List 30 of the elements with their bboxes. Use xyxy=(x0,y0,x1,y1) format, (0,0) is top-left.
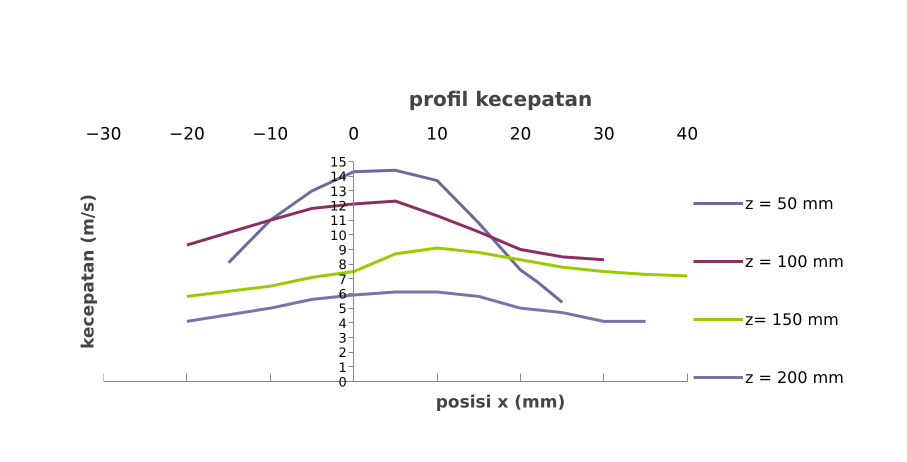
x-axis-title: posisi x (mm) xyxy=(436,392,566,412)
y-tick-label: 3 xyxy=(338,332,347,346)
y-tick-label: 8 xyxy=(338,258,347,274)
x-tick-label: 10 xyxy=(426,124,448,144)
legend-label: z = 200 mm xyxy=(745,367,844,387)
chart-title: profil kecepatan xyxy=(408,87,592,111)
y-axis-title: kecepatan (m/s) xyxy=(78,194,98,349)
y-tick-label: 6 xyxy=(338,288,347,302)
legend-label: z = 100 mm xyxy=(745,251,844,271)
x-tick-label: −10 xyxy=(252,124,288,144)
y-tick-label: 4 xyxy=(338,316,347,332)
x-tick-label: −30 xyxy=(86,124,122,144)
y-tick-label: 2 xyxy=(338,346,347,362)
y-tick-label: 7 xyxy=(338,272,347,288)
line-series xyxy=(185,246,689,298)
x-tick-label: 40 xyxy=(676,124,698,144)
legend-label: z = 50 mm xyxy=(745,193,834,213)
y-tick-label: 13 xyxy=(330,184,347,200)
y-tick-label: 9 xyxy=(338,244,347,258)
legend-label: z= 150 mm xyxy=(745,309,839,329)
y-tick-label: 0 xyxy=(338,376,347,390)
y-tick-label: 1 xyxy=(338,360,347,376)
y-tick-label: 5 xyxy=(338,302,347,318)
x-tick-label: −20 xyxy=(168,124,205,144)
y-tick-label: 11 xyxy=(330,214,347,230)
y-tick-label: 10 xyxy=(330,228,347,244)
x-tick-label: 20 xyxy=(510,124,532,144)
y-tick-label: 15 xyxy=(330,156,347,170)
line-series xyxy=(227,168,564,304)
x-tick-label: 30 xyxy=(593,124,615,144)
